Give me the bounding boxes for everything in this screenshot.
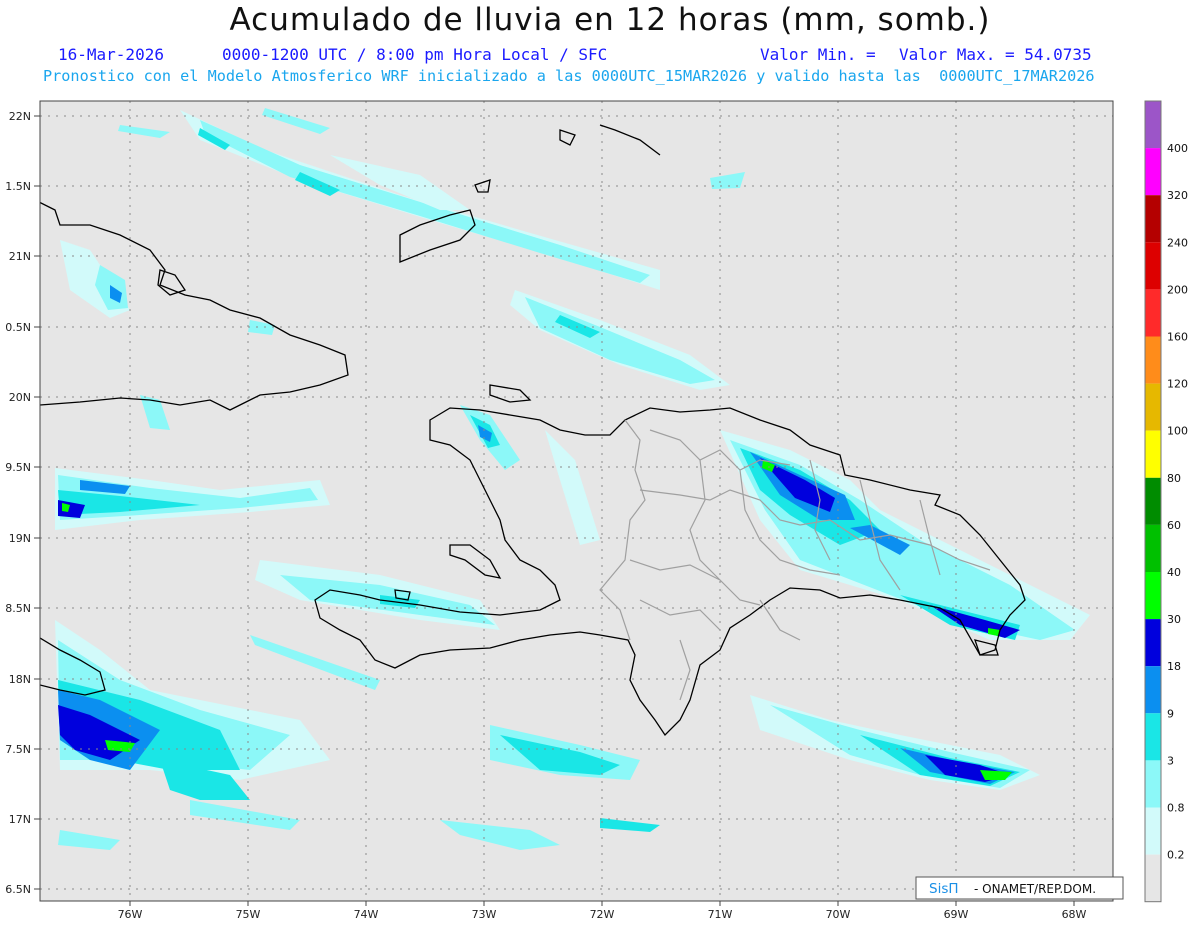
island-cayemites xyxy=(394,589,411,601)
lat-label: 18N xyxy=(9,673,31,686)
colorbar-swatch xyxy=(1145,148,1161,196)
rain-band-haiti-south xyxy=(255,560,500,630)
rain-cells-cuba xyxy=(60,240,275,430)
lon-label: 75W xyxy=(236,908,261,921)
lat-labels: 22N 1.5N 21N 0.5N 20N 9.5N 19N 8.5N 18N … xyxy=(5,110,31,896)
gonave-island xyxy=(449,544,502,579)
map-title: Acumulado de lluvia en 12 horas (mm, som… xyxy=(229,2,991,38)
colorbar-label: 3 xyxy=(1167,754,1174,767)
jamaica-coast xyxy=(40,637,106,696)
colorbar-label: 240 xyxy=(1167,236,1188,249)
cuba-coast xyxy=(40,201,349,411)
precipitation-field xyxy=(55,108,1090,850)
colorbar-label: 60 xyxy=(1167,519,1181,532)
min-value: Valor Min. = xyxy=(760,45,876,64)
colorbar-frame xyxy=(1144,100,1162,903)
colorbar-swatch xyxy=(1145,760,1161,808)
hispaniola-coast xyxy=(314,407,1026,737)
rain-cells-haiti-north xyxy=(460,405,600,545)
colorbar-swatch xyxy=(1145,289,1161,337)
colorbar-label: 80 xyxy=(1167,472,1181,485)
lat-label: 1.5N xyxy=(5,180,31,193)
colorbar-label: 9 xyxy=(1167,707,1174,720)
lon-label: 72W xyxy=(590,908,615,921)
cuba-key xyxy=(157,269,187,296)
lat-label: 8.5N xyxy=(5,602,31,615)
lat-label: 22N xyxy=(9,110,31,123)
coastlines xyxy=(40,124,1026,737)
colorbar-swatch xyxy=(1145,854,1161,902)
colorbar-swatch xyxy=(1145,336,1161,384)
lat-label: 17N xyxy=(9,813,31,826)
forecast-date: 16-Mar-2026 xyxy=(58,45,164,64)
lon-label: 70W xyxy=(826,908,851,921)
colorbar-swatch xyxy=(1145,477,1161,525)
colorbar-swatch xyxy=(1145,524,1161,572)
lat-label: 20N xyxy=(9,391,31,404)
lat-label: 0.5N xyxy=(5,321,31,334)
island-acklins xyxy=(474,179,491,193)
lon-label: 76W xyxy=(118,908,143,921)
colorbar-swatch xyxy=(1145,383,1161,431)
rain-band-north xyxy=(118,108,745,290)
colorbar-label: 40 xyxy=(1167,566,1181,579)
colorbar: 400 320 240 200 160 120 100 80 60 40 30 18 9 3 0.8 0.2 xyxy=(1144,100,1188,903)
lon-labels: 76W 75W 74W 73W 72W 71W 70W 69W 68W xyxy=(118,908,1087,921)
colorbar-label: 0.8 xyxy=(1167,802,1185,815)
lat-label: 9.5N xyxy=(5,461,31,474)
credit-text: - ONAMET/REP.DOM. xyxy=(974,882,1096,896)
colorbar-label: 400 xyxy=(1167,142,1188,155)
colorbar-label: 30 xyxy=(1167,613,1181,626)
province-borders xyxy=(599,419,991,701)
colorbar-label: 160 xyxy=(1167,331,1188,344)
lat-label: 19N xyxy=(9,532,31,545)
great-inagua xyxy=(399,209,476,263)
rain-band-southeast xyxy=(750,695,1040,790)
turks-caicos xyxy=(599,124,661,156)
colorbar-label: 100 xyxy=(1167,425,1188,438)
colorbar-label: 0.2 xyxy=(1167,849,1185,862)
colorbar-label: 200 xyxy=(1167,283,1188,296)
colorbar-swatch xyxy=(1145,572,1161,620)
lat-label: 21N xyxy=(9,250,31,263)
lon-label: 74W xyxy=(354,908,379,921)
lon-label: 73W xyxy=(472,908,497,921)
colorbar-swatch xyxy=(1145,242,1161,290)
lon-ticks xyxy=(129,901,1075,906)
forecast-period: 0000-1200 UTC / 8:00 pm Hora Local / SFC xyxy=(222,45,608,64)
sispi-logo: SisΠ xyxy=(929,881,959,897)
lon-label: 69W xyxy=(944,908,969,921)
rain-band-west-19n xyxy=(55,468,330,530)
colorbar-swatch xyxy=(1145,430,1161,478)
model-info: Pronostico con el Modelo Atmosferico WRF… xyxy=(43,67,1095,85)
colorbar-swatch xyxy=(1145,713,1161,761)
colorbar-label: 18 xyxy=(1167,660,1181,673)
map-frame xyxy=(39,100,1114,902)
colorbar-swatch xyxy=(1145,619,1161,667)
max-value: Valor Max. = 54.0735 xyxy=(899,45,1092,64)
colorbar-swatch xyxy=(1145,101,1161,149)
lat-ticks xyxy=(34,115,40,890)
island-tortuga-north xyxy=(489,384,532,403)
colorbar-label: 120 xyxy=(1167,378,1188,391)
rain-cells-southwest xyxy=(55,620,380,850)
colorbar-label: 320 xyxy=(1167,189,1188,202)
saona-island xyxy=(974,639,999,656)
lon-label: 68W xyxy=(1062,908,1087,921)
colorbar-swatch xyxy=(1145,666,1161,714)
credit-box: SisΠ - ONAMET/REP.DOM. xyxy=(915,876,1124,900)
graticule xyxy=(40,101,1113,901)
lon-label: 71W xyxy=(708,908,733,921)
colorbar-swatch xyxy=(1145,195,1161,243)
lat-label: 6.5N xyxy=(5,883,31,896)
lat-label: 7.5N xyxy=(5,743,31,756)
colorbar-swatch xyxy=(1145,807,1161,855)
island-mayaguana xyxy=(559,129,576,146)
